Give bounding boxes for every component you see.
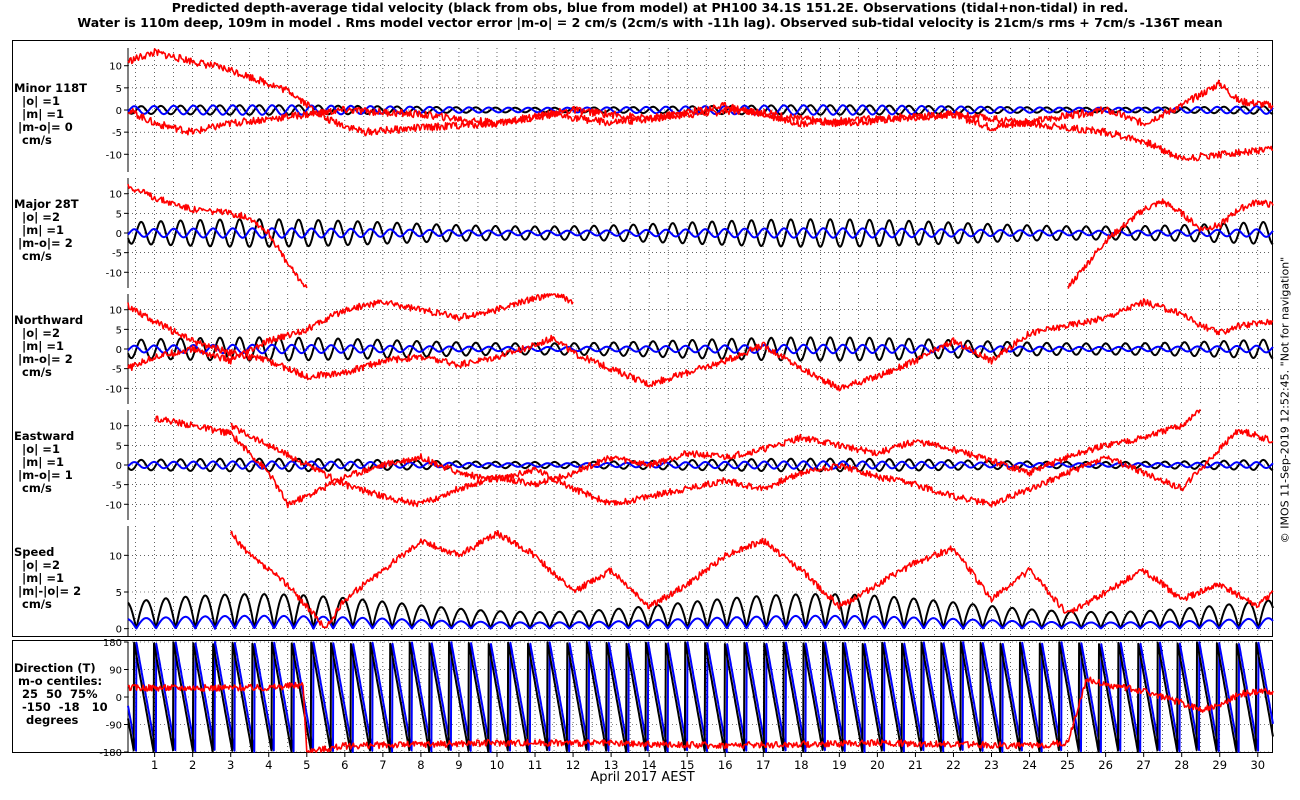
y-tick-label: 10	[109, 422, 122, 433]
y-tick-label: 10	[109, 551, 122, 562]
x-tick-label: 9	[455, 758, 462, 772]
y-tick-label: -10	[106, 500, 122, 511]
series-line-2	[127, 48, 1274, 137]
y-tick-label: -5	[112, 249, 122, 260]
series-line-1	[127, 343, 1274, 355]
y-tick-label: 0	[116, 693, 122, 704]
y-tick-label: 10	[109, 306, 122, 317]
x-tick-label: 29	[1212, 758, 1227, 772]
y-tick-label: 5	[116, 84, 122, 95]
y-tick-label: -5	[112, 481, 122, 492]
y-tick-label: 5	[116, 325, 122, 336]
y-tick-label: -10	[106, 268, 122, 279]
x-tick-label: 19	[832, 758, 847, 772]
y-tick-label: 10	[109, 190, 122, 201]
y-tick-label: 0	[116, 461, 122, 472]
panel-3: -10 -5 0 5 10	[106, 409, 1274, 520]
y-tick-label: -90	[106, 721, 122, 732]
y-tick-label: -180	[99, 748, 122, 759]
x-tick-label: 8	[417, 758, 424, 772]
panel-label-northward: Northward |o| =2 |m| =1 |m-o|= 2 cm/s	[14, 313, 84, 379]
x-tick-label: 4	[265, 758, 272, 772]
series-line-3	[230, 409, 1201, 508]
x-tick-label: 28	[1174, 758, 1189, 772]
series-line-3	[127, 293, 574, 371]
x-tick-label: 1	[151, 758, 158, 772]
y-tick-label: 0	[116, 106, 122, 117]
series-line-2	[153, 415, 1274, 509]
x-tick-label: 16	[718, 758, 733, 772]
title-line-2: Water is 110m deep, 109m in model . Rms …	[77, 15, 1223, 30]
series-line-0	[127, 593, 1274, 630]
y-tick-label: 5	[116, 209, 122, 220]
upper-frame	[12, 40, 1273, 637]
series-line-2	[127, 298, 1274, 392]
x-tick-label: 6	[341, 758, 348, 772]
y-tick-label: -10	[106, 150, 122, 161]
y-tick-label: 90	[109, 666, 122, 677]
x-tick-label: 20	[870, 758, 885, 772]
x-tick-label: 11	[528, 758, 543, 772]
y-tick-label: 0	[116, 345, 122, 356]
panel-4: 0 5 10	[109, 526, 1274, 636]
x-tick-label: 17	[756, 758, 771, 772]
series-line-1	[127, 614, 1274, 630]
x-tick-label: 25	[1060, 758, 1075, 772]
series-line-3	[1067, 198, 1274, 289]
y-tick-label: -5	[112, 128, 122, 139]
y-tick-label: 10	[109, 62, 122, 73]
y-tick-label: -10	[106, 384, 122, 395]
y-tick-label: 5	[116, 441, 122, 452]
panel-label-major: Major 28T |o| =2 |m| =1 |m-o|= 2 cm/s	[14, 197, 79, 263]
x-tick-label: 7	[379, 758, 386, 772]
x-tick-label: 14	[642, 758, 657, 772]
panel-label-eastward: Eastward |o| =1 |m| =1 |m-o|= 1 cm/s	[14, 429, 75, 495]
y-tick-label: 0	[116, 229, 122, 240]
copyright-credit: © IMOS 11-Sep-2019 12:52:45. "Not for na…	[1278, 256, 1292, 544]
x-tick-label: 2	[189, 758, 196, 772]
x-tick-label: 26	[1098, 758, 1113, 772]
x-tick-label: 27	[1136, 758, 1151, 772]
x-tick-label: 22	[946, 758, 961, 772]
title-line-1: Predicted depth-average tidal velocity (…	[171, 0, 1129, 15]
x-tick-label: 15	[680, 758, 695, 772]
x-tick-label: 24	[1022, 758, 1037, 772]
y-tick-label: 0	[116, 625, 122, 636]
panel-label-minor: Minor 118T |o| =1 |m| =1 |m-o|= 0 cm/s	[14, 81, 87, 147]
panel-5: -180 -90 0 90 180	[99, 638, 1274, 759]
series-line-2	[127, 676, 1274, 753]
x-tick-label: 3	[227, 758, 234, 772]
y-tick-label: -5	[112, 365, 122, 376]
y-tick-label: 180	[103, 638, 122, 649]
x-tick-label: 10	[490, 758, 505, 772]
series-line-1	[127, 460, 1274, 470]
panel-label-direction: Direction (T) m-o centiles: 25 50 75% -1…	[14, 661, 108, 727]
x-tick-label: 5	[303, 758, 310, 772]
x-axis-label: April 2017 AEST	[590, 770, 695, 785]
x-tick-label: 23	[984, 758, 999, 772]
x-tick-label: 12	[566, 758, 581, 772]
series-line-1	[127, 227, 1274, 239]
panel-label-speed: Speed |o| =2 |m| =1 |m|-|o|= 2 cm/s	[14, 545, 82, 611]
series-line-0	[127, 641, 1274, 753]
series-line-3	[127, 101, 1274, 162]
direction-frame	[12, 640, 1273, 753]
series-line-1	[127, 641, 1274, 753]
series-line-2	[229, 530, 1274, 629]
panel-0: -10 -5 0 5 10	[106, 48, 1274, 172]
panel-1: -10 -5 0 5 10	[106, 178, 1274, 289]
x-tick-label: 18	[794, 758, 809, 772]
series-line-2	[127, 183, 308, 289]
panel-2: -10 -5 0 5 10	[106, 293, 1274, 404]
x-tick-label: 30	[1250, 758, 1265, 772]
x-tick-label: 13	[604, 758, 619, 772]
x-tick-label: 21	[908, 758, 923, 772]
chart-title: Predicted depth-average tidal velocity (…	[0, 0, 1300, 30]
y-tick-label: 5	[116, 588, 122, 599]
